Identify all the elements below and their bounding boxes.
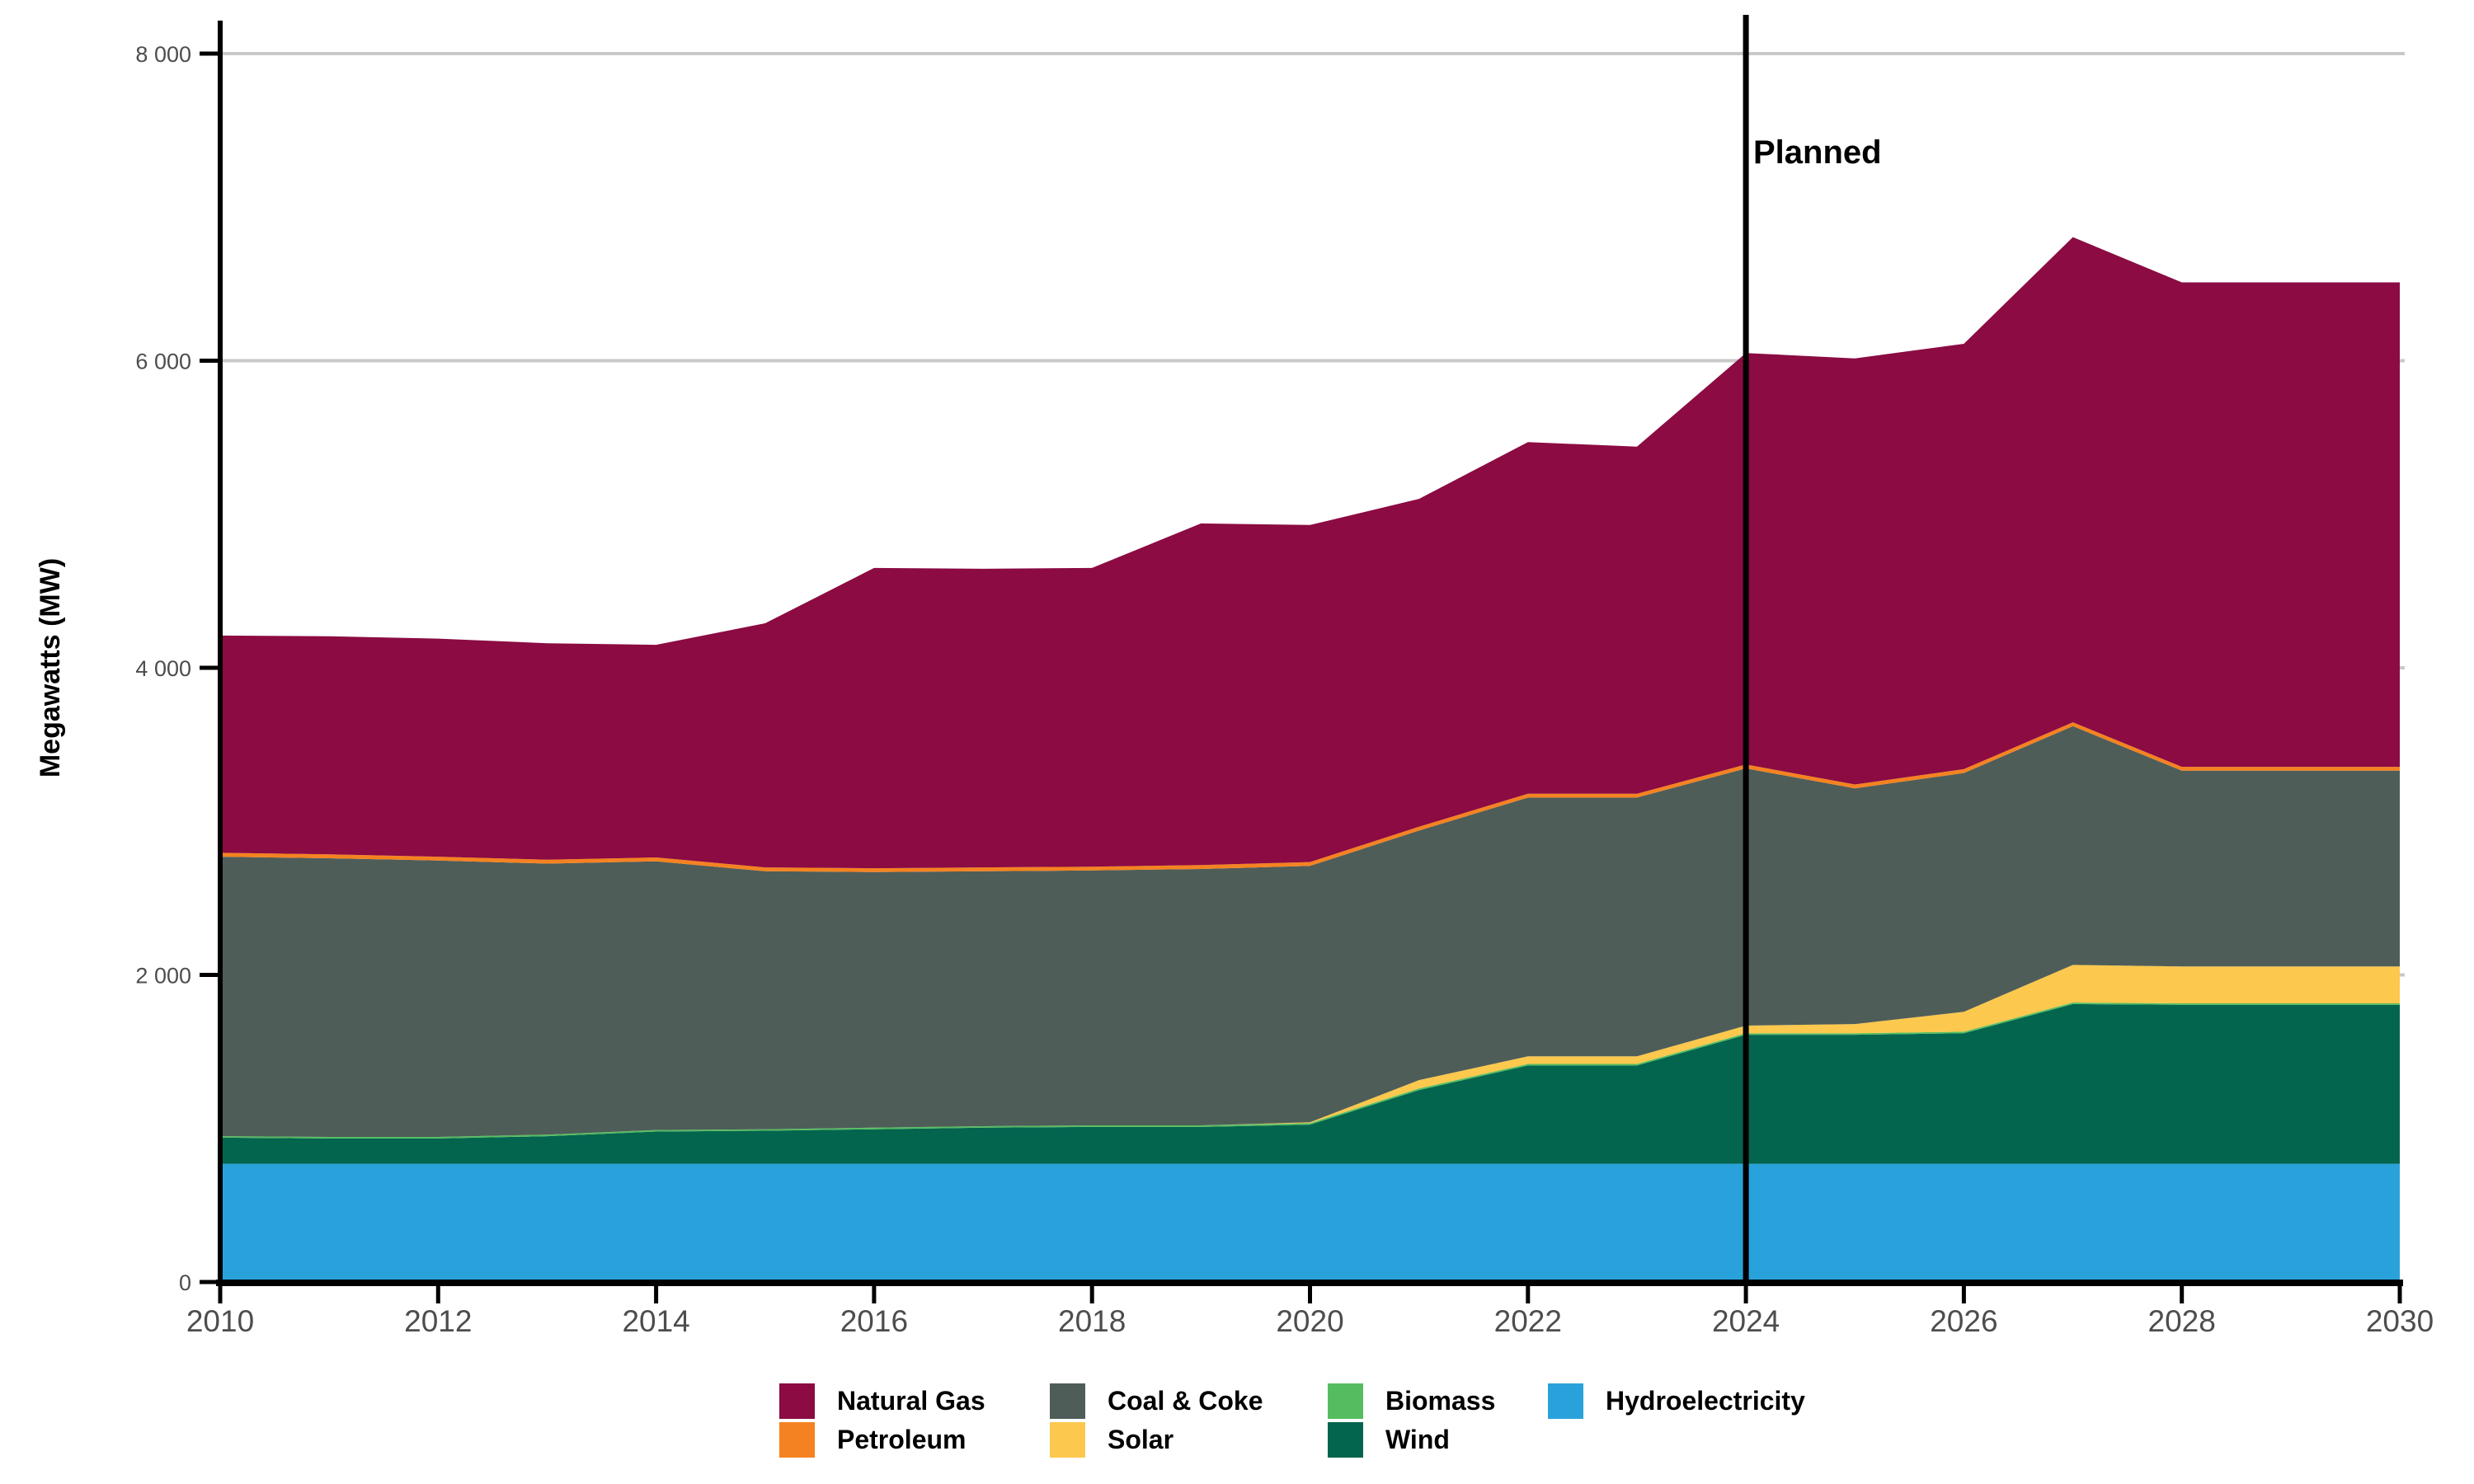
area-hydro: [220, 1163, 2400, 1282]
y-tick-label-2000: 2 000: [135, 964, 191, 989]
area-wind: [220, 1003, 2400, 1164]
area-coal: [220, 726, 2400, 1137]
x-tick-label-2030: 2030: [2366, 1304, 2434, 1338]
x-tick-label-2018: 2018: [1058, 1304, 1126, 1338]
area-natural_gas: [220, 237, 2400, 869]
plot-generated-layer: 0 2 000 4 000 6 000 8 000 2010 2012 2014 2016 201…: [135, 15, 2434, 1338]
area-petroleum: [220, 722, 2400, 872]
y-axis-title: Megawatts (MW): [35, 558, 66, 777]
x-tick-label-2016: 2016: [840, 1304, 908, 1338]
area-solar: [220, 965, 2400, 1137]
planned-annotation-label: Planned: [1753, 134, 1882, 171]
y-tick-label-8000: 8 000: [135, 42, 191, 67]
x-tick-label-2022: 2022: [1494, 1304, 1562, 1338]
x-tick-label-2024: 2024: [1712, 1304, 1780, 1338]
y-tick-label-4000: 4 000: [135, 656, 191, 681]
x-tick-label-2012: 2012: [404, 1304, 472, 1338]
y-tick-label-0: 0: [179, 1270, 191, 1295]
x-tick-label-2014: 2014: [622, 1304, 689, 1338]
x-tick-label-2028: 2028: [2148, 1304, 2216, 1338]
x-tick-label-2010: 2010: [186, 1304, 254, 1338]
x-tick-label-2026: 2026: [1930, 1304, 1997, 1338]
x-tick-label-2020: 2020: [1276, 1304, 1343, 1338]
y-tick-label-6000: 6 000: [135, 350, 191, 374]
